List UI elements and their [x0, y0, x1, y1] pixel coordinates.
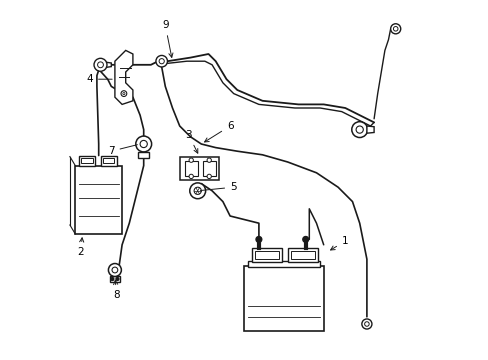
Bar — [247, 261, 320, 267]
Polygon shape — [138, 152, 149, 158]
Circle shape — [351, 122, 367, 138]
Bar — [203, 161, 215, 176]
Bar — [185, 161, 197, 176]
Circle shape — [189, 174, 193, 179]
Circle shape — [206, 158, 211, 162]
Bar — [81, 158, 92, 163]
Circle shape — [98, 62, 103, 68]
Bar — [75, 166, 122, 234]
Circle shape — [136, 136, 151, 152]
Circle shape — [206, 174, 211, 179]
Circle shape — [355, 126, 363, 133]
Circle shape — [94, 58, 107, 71]
Text: 5: 5 — [200, 182, 236, 192]
Text: 3: 3 — [185, 130, 197, 153]
Bar — [103, 158, 114, 163]
Bar — [79, 156, 95, 166]
Circle shape — [121, 91, 126, 96]
Bar — [251, 248, 282, 262]
Bar — [291, 251, 314, 259]
Polygon shape — [109, 276, 120, 282]
Circle shape — [194, 187, 201, 194]
Text: 9: 9 — [162, 20, 173, 57]
Text: 7: 7 — [108, 145, 137, 156]
Circle shape — [140, 140, 147, 148]
Circle shape — [189, 158, 193, 162]
Circle shape — [364, 322, 368, 326]
Text: 6: 6 — [204, 121, 233, 142]
Text: 2: 2 — [77, 238, 84, 257]
Circle shape — [189, 183, 205, 199]
Text: 1: 1 — [330, 236, 347, 250]
Circle shape — [393, 27, 397, 31]
Polygon shape — [115, 50, 133, 104]
Circle shape — [361, 319, 371, 329]
Circle shape — [122, 93, 125, 95]
Circle shape — [156, 55, 167, 67]
Bar — [244, 266, 323, 331]
Circle shape — [112, 267, 118, 273]
Text: 4: 4 — [86, 74, 112, 84]
Circle shape — [390, 24, 400, 34]
Circle shape — [256, 237, 261, 242]
Circle shape — [159, 59, 164, 64]
Circle shape — [116, 278, 119, 280]
Circle shape — [302, 237, 308, 242]
Circle shape — [111, 278, 114, 280]
Circle shape — [108, 264, 121, 276]
Bar — [101, 156, 117, 166]
Polygon shape — [366, 126, 373, 133]
Text: 8: 8 — [113, 280, 120, 300]
Bar — [255, 251, 278, 259]
Bar — [287, 248, 318, 262]
Polygon shape — [104, 62, 111, 68]
Bar — [179, 157, 219, 180]
